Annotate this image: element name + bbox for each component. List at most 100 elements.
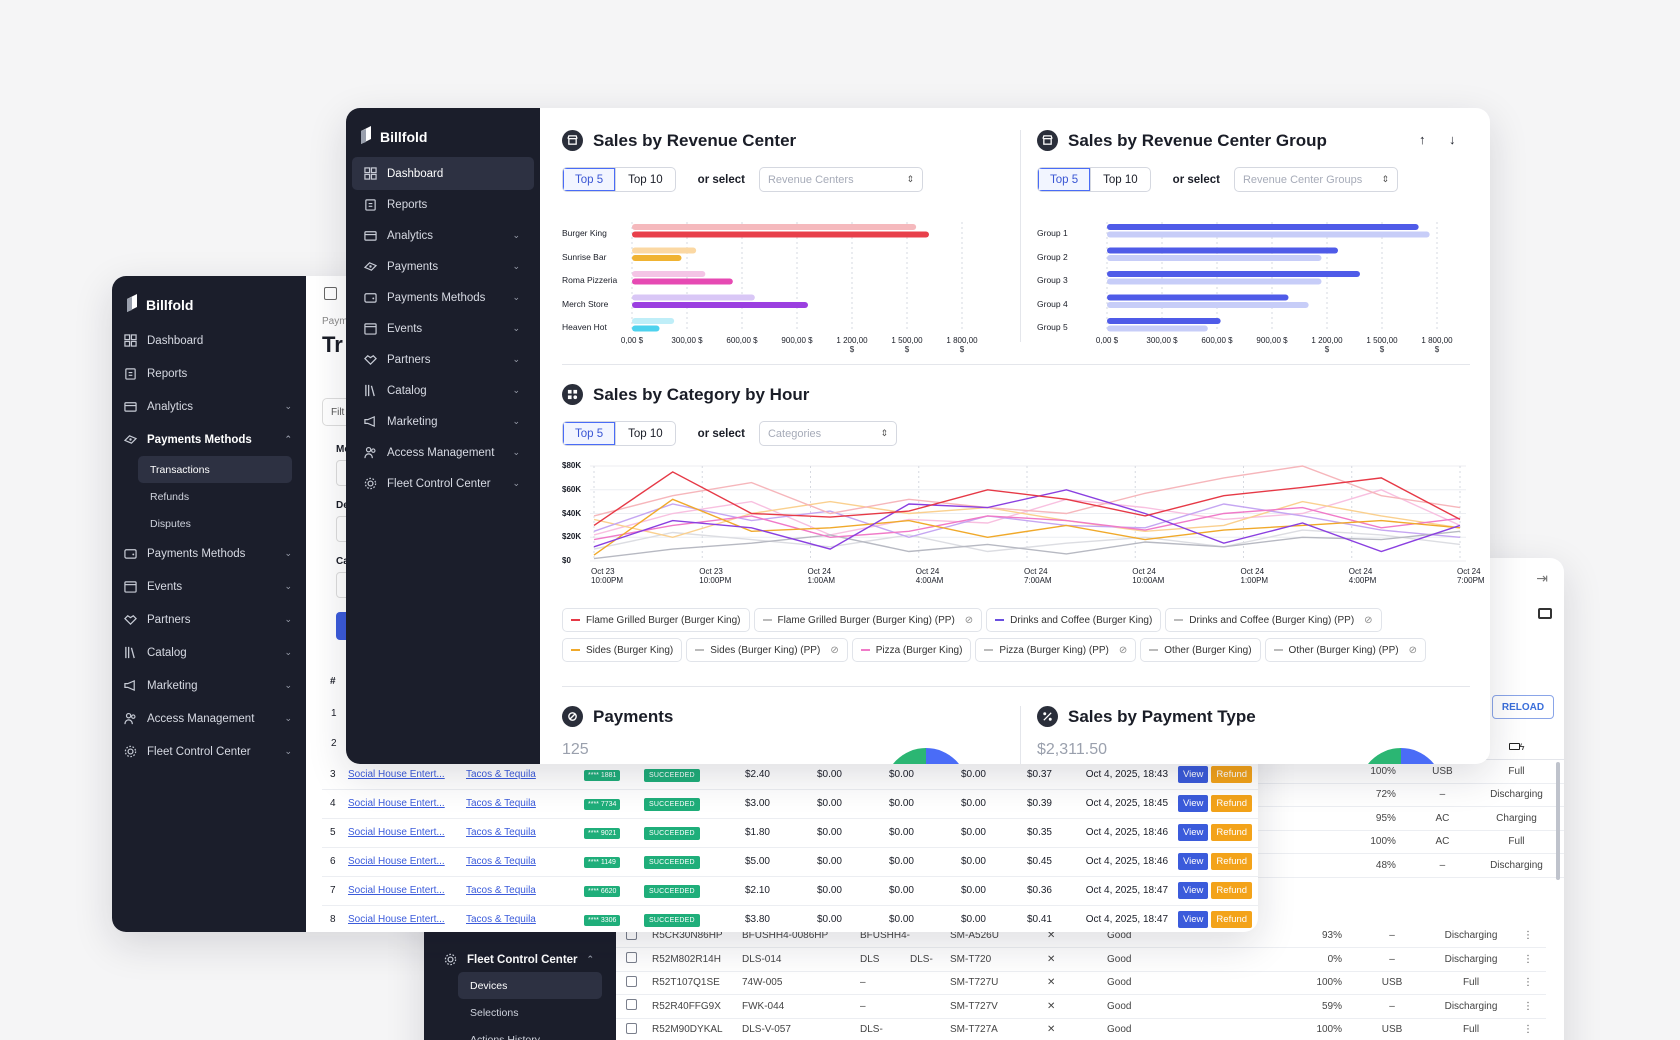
series-line[interactable] [593,530,1461,560]
row-menu-icon[interactable]: ⋮ [1510,924,1546,948]
bar[interactable] [632,302,808,308]
bar[interactable] [632,278,733,285]
device-row[interactable]: R52R40FFG9X FWK-044– SM-T727V ✕ Good 59% – Disc… [616,994,1546,1019]
top10-tab[interactable]: Top 10 [628,173,663,186]
table-row[interactable]: 5 Social House Entert... Tacos & Tequila **… [322,818,1258,847]
bar[interactable] [632,318,675,324]
row-checkbox[interactable] [626,999,637,1011]
sidebar-item-dashboard[interactable]: Dashboard [352,157,534,190]
bar[interactable] [1107,318,1221,324]
fleet-subnav-selections[interactable]: Selections [470,1006,519,1019]
sidebar-item-fleet-control-center[interactable]: Fleet Control Center ⌄ [112,735,306,768]
bar[interactable] [1107,247,1338,254]
sidebar-item-analytics[interactable]: Analytics ⌄ [352,219,534,252]
merchant-link-text[interactable]: Tacos & Tequila [466,885,536,896]
legend-item[interactable]: Sides (Burger King) (PP) ⊘ [686,638,848,662]
merchant-link-text[interactable]: Tacos & Tequila [466,768,536,780]
sidebar-item-partners[interactable]: Partners ⌄ [352,343,534,376]
view-button[interactable]: View [1178,882,1209,899]
eye-off-icon[interactable]: ⊘ [1364,614,1373,626]
bar[interactable] [632,247,697,254]
sidebar-item-reports[interactable]: Reports [352,188,534,221]
bar[interactable] [632,231,929,238]
categories-select[interactable]: Categories ⇕ [758,421,897,446]
sidebar-item-dashboard[interactable]: Dashboard [112,324,306,357]
merchant-link[interactable]: Tacos & Tequila [466,818,584,847]
bar[interactable] [632,325,660,332]
partner-link-text[interactable]: Social House Entert... [348,856,445,867]
subnav-item-transactions[interactable]: Transactions [138,456,292,483]
refund-button[interactable]: Refund [1211,911,1253,928]
fleet-subnav-devices[interactable]: Devices [458,972,602,999]
merchant-link[interactable]: Tacos & Tequila [466,876,584,905]
sidebar-item-payments-methods[interactable]: Payments Methods ⌃ [112,423,306,456]
arrow-down-icon[interactable]: ↓ [1449,132,1456,147]
sidebar-item-catalog[interactable]: Catalog ⌄ [112,636,306,669]
row-menu-icon[interactable]: ⋮ [1510,1018,1546,1040]
top5-tab[interactable]: Top 5 [563,168,617,191]
sidebar-item-access-management[interactable]: Access Management ⌄ [352,436,534,469]
row-menu-icon[interactable]: ⋮ [1510,994,1546,1019]
legend-item[interactable]: Other (Burger King) [1140,638,1261,662]
top5-tab[interactable]: Top 5 [563,422,617,445]
refund-button[interactable]: Refund [1211,824,1253,841]
sidebar-item-partners[interactable]: Partners ⌄ [112,603,306,636]
view-button[interactable]: View [1178,795,1209,812]
sidebar-item-fleet-control-center[interactable]: Fleet Control Center ⌄ [352,467,534,500]
merchant-link[interactable]: Tacos & Tequila [466,905,584,932]
merchant-link-text[interactable]: Tacos & Tequila [466,798,536,809]
merchant-link[interactable]: Tacos & Tequila [466,760,584,789]
top10-tab[interactable]: Top 10 [1103,173,1138,186]
revenue-centers-select[interactable]: Revenue Centers ⇕ [758,167,923,192]
fleet-scrollbar[interactable] [1556,762,1560,880]
eye-off-icon[interactable]: ⊘ [830,644,839,656]
bar[interactable] [632,271,706,277]
refund-button[interactable]: Refund [1211,765,1253,783]
reload-button[interactable]: RELOAD [1492,695,1554,719]
series-line[interactable] [593,465,1461,517]
arrow-up-icon[interactable]: ↑ [1419,132,1426,147]
device-row[interactable]: R52M90DYKAL DLS-V-057 DLS- SM-T727A ✕ Good 100… [616,1018,1546,1040]
partner-link[interactable]: Social House Entert... [348,818,466,847]
sidebar-item-marketing[interactable]: Marketing ⌄ [352,405,534,438]
device-row[interactable]: R52T107Q1SE 74W-005– SM-T727U ✕ Good 100% USB F… [616,971,1546,995]
row-checkbox[interactable] [626,975,637,987]
row-checkbox[interactable] [626,1022,637,1034]
bar[interactable] [1107,224,1419,230]
refund-button[interactable]: Refund [1211,853,1253,870]
merchant-link-text[interactable]: Tacos & Tequila [466,827,536,838]
series-line[interactable] [593,489,1461,553]
row-checkbox[interactable] [626,952,637,964]
refund-button[interactable]: Refund [1211,795,1253,812]
partner-link-text[interactable]: Social House Entert... [348,768,445,780]
top5-tab[interactable]: Top 5 [1038,168,1092,191]
fleet-logout-icon[interactable]: ⇥ [1536,570,1548,586]
table-row[interactable]: 6 Social House Entert... Tacos & Tequila **… [322,847,1258,876]
table-row[interactable]: 7 Social House Entert... Tacos & Tequila **… [322,876,1258,905]
legend-item[interactable]: Other (Burger King) (PP) ⊘ [1264,638,1426,662]
series-line[interactable] [593,471,1461,526]
eye-off-icon[interactable]: ⊘ [1408,644,1417,656]
merchant-link-text[interactable]: Tacos & Tequila [466,856,536,867]
bar[interactable] [632,255,682,261]
view-button[interactable]: View [1178,824,1209,841]
bar[interactable] [632,294,755,301]
sidebar-toggle-icon[interactable] [324,287,337,300]
bar[interactable] [632,224,917,230]
subnav-item-disputes[interactable]: Disputes [150,517,191,530]
partner-link[interactable]: Social House Entert... [348,789,466,818]
sidebar-item-payments[interactable]: Payments ⌄ [352,250,534,283]
merchant-link[interactable]: Tacos & Tequila [466,847,584,876]
sidebar-item-catalog[interactable]: Catalog ⌄ [352,374,534,407]
refund-button[interactable]: Refund [1211,882,1253,899]
fleet-subnav-actions-history[interactable]: Actions History [470,1033,541,1040]
top10-tab[interactable]: Top 10 [628,427,663,440]
legend-item[interactable]: Flame Grilled Burger (Burger King) [562,608,750,632]
partner-link[interactable]: Social House Entert... [348,876,466,905]
revenue-center-groups-select[interactable]: Revenue Center Groups ⇕ [1233,167,1398,192]
legend-item[interactable]: Drinks and Coffee (Burger King) (PP) ⊘ [1165,608,1382,632]
eye-off-icon[interactable]: ⊘ [964,614,974,626]
sidebar-item-access-management[interactable]: Access Management ⌄ [112,702,306,735]
bar[interactable] [1107,278,1322,285]
view-button[interactable]: View [1178,911,1209,928]
